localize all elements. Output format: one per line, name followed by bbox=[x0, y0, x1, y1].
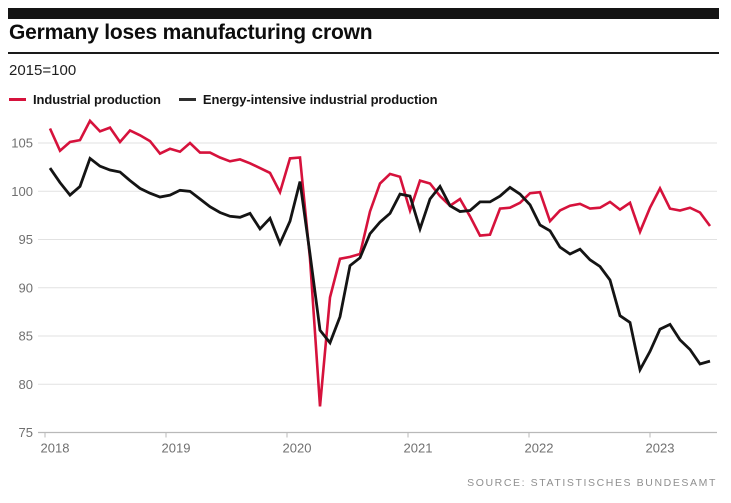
legend: Industrial production Energy-intensive i… bbox=[9, 92, 438, 107]
legend-item-industrial: Industrial production bbox=[9, 92, 161, 107]
y-axis-label-95: 95 bbox=[19, 232, 33, 247]
y-axis-label-75: 75 bbox=[19, 425, 33, 440]
axis-unit-label: 2015=100 bbox=[9, 62, 77, 79]
y-axis-label-90: 90 bbox=[19, 280, 33, 295]
series-line-industrial-production bbox=[48, 118, 712, 407]
legend-swatch-industrial bbox=[9, 98, 26, 101]
y-axis-label-100: 100 bbox=[11, 184, 33, 199]
x-axis-label-2021: 2021 bbox=[404, 441, 433, 456]
x-axis-label-2022: 2022 bbox=[525, 441, 554, 456]
x-axis-label-2023: 2023 bbox=[646, 441, 675, 456]
legend-item-energy-intensive: Energy-intensive industrial production bbox=[178, 92, 438, 107]
page-title: Germany loses manufacturing crown bbox=[9, 21, 373, 44]
x-axis-label-2018: 2018 bbox=[41, 441, 70, 456]
y-axis-label-80: 80 bbox=[19, 377, 33, 392]
legend-swatch-energy-intensive bbox=[178, 98, 196, 101]
source-label: SOURCE: STATISTISCHES BUNDESAMT bbox=[467, 477, 717, 489]
y-axis-label-105: 105 bbox=[11, 136, 33, 151]
legend-label-energy-intensive: Energy-intensive industrial production bbox=[202, 92, 438, 107]
series-line-energy-intensive-industrial-production bbox=[48, 156, 711, 374]
top-accent-bar bbox=[8, 8, 719, 19]
title-divider bbox=[8, 52, 719, 54]
x-axis-label-2020: 2020 bbox=[283, 441, 312, 456]
x-axis-label-2019: 2019 bbox=[162, 441, 191, 456]
legend-label-industrial: Industrial production bbox=[33, 92, 161, 107]
line-chart: 105 100 95 90 85 80 75 2018 2019 2020 2021 2022 2023 bbox=[11, 118, 717, 456]
y-axis-label-85: 85 bbox=[19, 329, 33, 344]
